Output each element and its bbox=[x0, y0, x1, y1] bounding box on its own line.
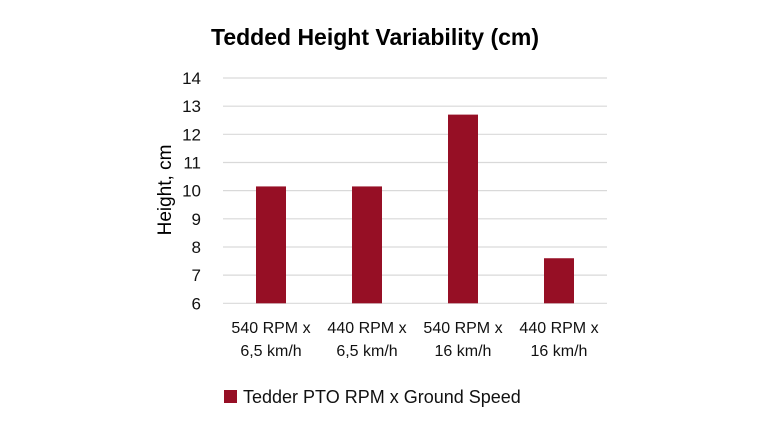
y-tick-label: 11 bbox=[183, 153, 201, 172]
x-tick-label: 440 RPM x bbox=[519, 320, 598, 337]
y-tick-label: 6 bbox=[192, 294, 201, 313]
bar bbox=[256, 186, 286, 304]
x-tick-label: 16 km/h bbox=[435, 343, 492, 360]
bar bbox=[544, 258, 574, 304]
y-tick-label: 13 bbox=[182, 97, 201, 116]
x-tick-label: 540 RPM x bbox=[423, 320, 502, 337]
y-tick-label: 8 bbox=[192, 238, 201, 257]
x-tick-label: 540 RPM x bbox=[231, 320, 310, 337]
legend-label: Tedder PTO RPM x Ground Speed bbox=[243, 387, 521, 407]
y-tick-label: 14 bbox=[182, 69, 201, 88]
x-tick-label: 16 km/h bbox=[531, 343, 588, 360]
y-tick-label: 12 bbox=[182, 125, 201, 144]
y-tick-label: 10 bbox=[182, 182, 201, 201]
x-tick-label: 6,5 km/h bbox=[240, 343, 301, 360]
x-tick-label: 440 RPM x bbox=[327, 320, 406, 337]
y-tick-label: 7 bbox=[192, 266, 201, 285]
x-tick-label: 6,5 km/h bbox=[336, 343, 397, 360]
y-axis-label: Height, cm bbox=[155, 145, 176, 236]
y-tick-label: 9 bbox=[192, 210, 201, 229]
chart-title: Tedded Height Variability (cm) bbox=[211, 24, 539, 50]
bar bbox=[448, 114, 478, 304]
legend-swatch bbox=[224, 390, 237, 403]
legend: Tedder PTO RPM x Ground Speed bbox=[224, 387, 521, 407]
bar bbox=[352, 186, 382, 304]
